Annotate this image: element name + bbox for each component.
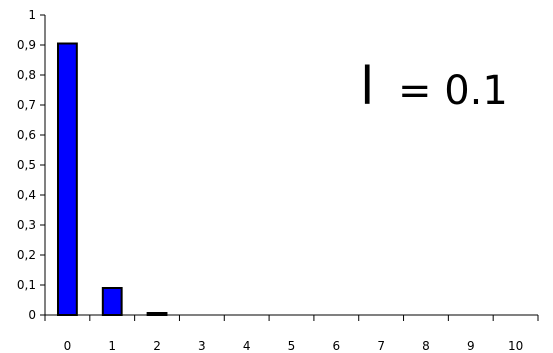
x-tick-label: 10: [508, 339, 523, 353]
y-tick-label: 0,9: [17, 38, 36, 52]
annotation-symbol: l: [360, 57, 374, 117]
bars: [56, 42, 168, 316]
x-tick-label: 0: [64, 339, 72, 353]
x-tick-label: 1: [108, 339, 116, 353]
y-tick-label: 0,7: [17, 98, 36, 112]
x-tick-label: 3: [198, 339, 206, 353]
bar-1: [101, 287, 123, 316]
bar-2: [146, 312, 168, 316]
x-tick-label: 7: [377, 339, 385, 353]
x-tick-label: 6: [332, 339, 340, 353]
y-tick-label: 0,5: [17, 158, 36, 172]
x-axis: 0 1 2 3 4 5 6 7 8 9 10: [44, 314, 539, 353]
y-axis: 0 0,1 0,2 0,3 0,4 0,5 0,6 0,7 0,8 0,9 1: [17, 8, 46, 322]
y-tick-label: 0,8: [17, 68, 36, 82]
x-tick-label: 8: [422, 339, 430, 353]
x-tick-label: 5: [288, 339, 296, 353]
y-tick-label: 0: [28, 308, 36, 322]
annotation: l = 0.1: [360, 57, 508, 117]
x-tick-label: 2: [153, 339, 161, 353]
y-tick-label: 0,3: [17, 218, 36, 232]
annotation-text: = 0.1: [398, 68, 508, 114]
x-tick-label: 4: [243, 339, 251, 353]
bar-0: [56, 42, 78, 316]
y-tick-label: 0,2: [17, 248, 36, 262]
y-tick-label: 0,1: [17, 278, 36, 292]
y-tick-label: 1: [28, 8, 36, 22]
y-tick-label: 0,6: [17, 128, 36, 142]
y-tick-label: 0,4: [17, 188, 36, 202]
x-tick-label: 9: [467, 339, 475, 353]
